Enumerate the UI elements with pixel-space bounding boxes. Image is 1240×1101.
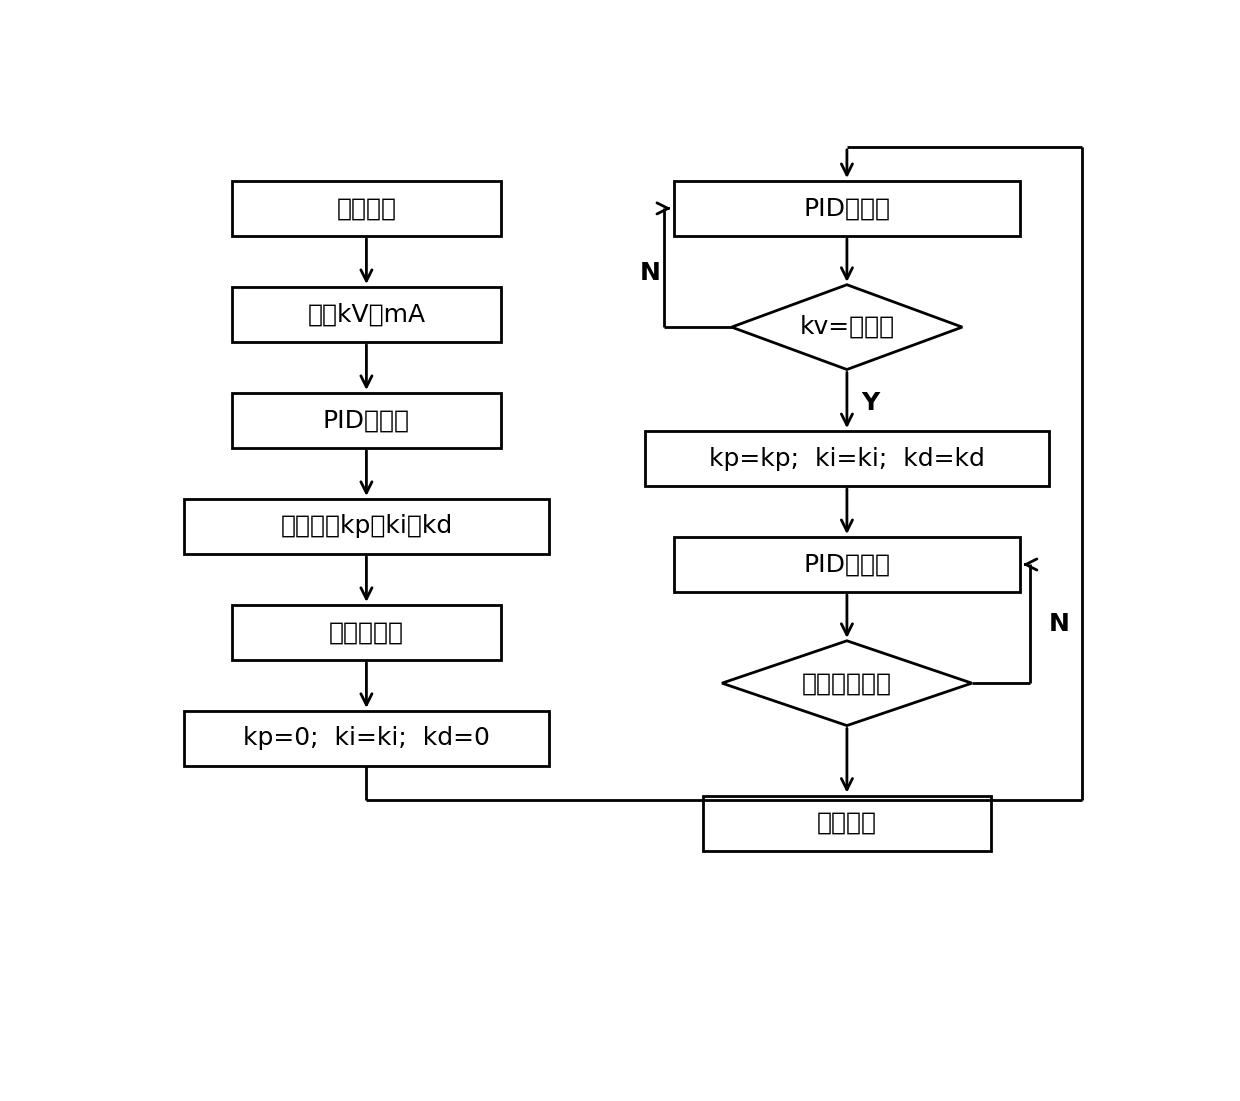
Bar — [703, 796, 991, 851]
Text: 进入软启动: 进入软启动 — [329, 620, 404, 644]
Bar — [232, 181, 501, 236]
Text: 开始曝光: 开始曝光 — [336, 196, 397, 220]
Text: kp=kp;  ki=ki;  kd=kd: kp=kp; ki=ki; kd=kd — [709, 447, 985, 470]
Text: Y: Y — [862, 391, 879, 415]
Bar — [232, 604, 501, 659]
Polygon shape — [732, 285, 962, 370]
Bar — [645, 430, 1049, 486]
Bar — [675, 181, 1021, 236]
Bar — [232, 393, 501, 448]
Text: PID参数组: PID参数组 — [322, 408, 410, 433]
Text: 停止曝光: 停止曝光 — [817, 811, 877, 835]
Text: 曝光时间到？: 曝光时间到？ — [802, 672, 892, 695]
Bar — [184, 711, 549, 766]
Text: N: N — [1049, 612, 1070, 635]
Text: 设定kV、mA: 设定kV、mA — [308, 303, 425, 326]
Text: kv=阈値？: kv=阈値？ — [800, 315, 894, 339]
Polygon shape — [722, 641, 972, 726]
Text: PID调节器: PID调节器 — [804, 196, 890, 220]
Text: PID调节器: PID调节器 — [804, 553, 890, 577]
Text: N: N — [640, 261, 661, 285]
Text: kp=0;  ki=ki;  kd=0: kp=0; ki=ki; kd=0 — [243, 727, 490, 750]
Bar — [675, 537, 1021, 592]
Text: 取出一组kp、ki、kd: 取出一组kp、ki、kd — [280, 514, 453, 538]
Bar — [184, 499, 549, 554]
Bar — [232, 287, 501, 342]
